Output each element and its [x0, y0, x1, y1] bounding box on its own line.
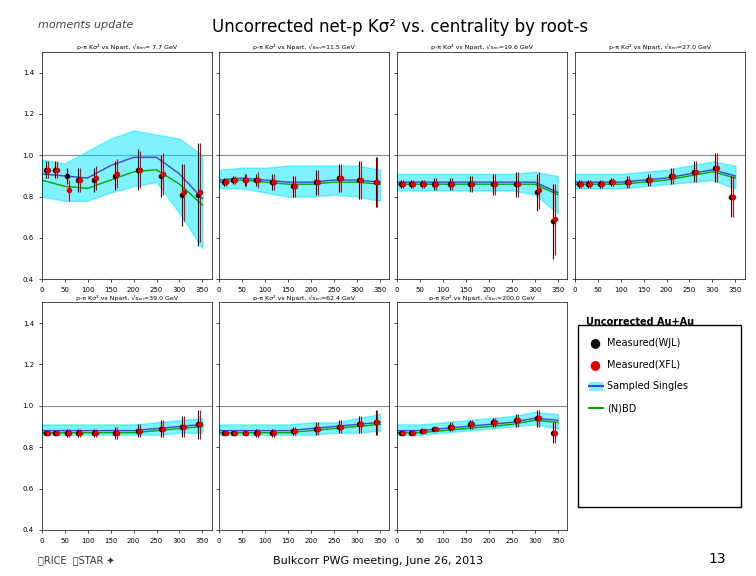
Text: 🌾RICE  ⭐STAR ✦: 🌾RICE ⭐STAR ✦: [38, 556, 114, 566]
Title: p-π Kσ² vs Npart, √sₙₙ=62.4 GeV: p-π Kσ² vs Npart, √sₙₙ=62.4 GeV: [253, 294, 355, 301]
Title: p-π Kσ² vs Npart, √sₙₙ=19.6 GeV: p-π Kσ² vs Npart, √sₙₙ=19.6 GeV: [431, 44, 533, 50]
Text: Uncorrected Au+Au: Uncorrected Au+Au: [586, 317, 694, 327]
Text: Sampled Singles: Sampled Singles: [607, 381, 688, 392]
Title: p-π Kσ² vs Npart, √sₙₙ=39.0 GeV: p-π Kσ² vs Npart, √sₙₙ=39.0 GeV: [76, 294, 178, 301]
Title: p-π Kσ² vs Npart, √sₙₙ=27.0 GeV: p-π Kσ² vs Npart, √sₙₙ=27.0 GeV: [609, 44, 711, 50]
Title: p-π Kσ² vs Npart, √sₙₙ=11.5 GeV: p-π Kσ² vs Npart, √sₙₙ=11.5 GeV: [253, 44, 355, 50]
Text: Bulkcorr PWG meeting, June 26, 2013: Bulkcorr PWG meeting, June 26, 2013: [273, 556, 483, 566]
Text: 13: 13: [708, 552, 726, 566]
Text: ●: ●: [590, 336, 600, 349]
Text: Measured(XFL): Measured(XFL): [607, 359, 680, 370]
Text: moments update: moments update: [38, 20, 133, 30]
Text: ●: ●: [590, 358, 600, 371]
Title: p-π Kσ² vs Npart, √sₙₙ= 7.7 GeV: p-π Kσ² vs Npart, √sₙₙ= 7.7 GeV: [76, 44, 177, 50]
Text: Uncorrected net-p Kσ² vs. centrality by root-s: Uncorrected net-p Kσ² vs. centrality by …: [212, 18, 588, 36]
Text: (N)BD: (N)BD: [607, 403, 637, 414]
Title: p-π Kσ² vs Npart, √sₙₙ=200.0 GeV: p-π Kσ² vs Npart, √sₙₙ=200.0 GeV: [429, 294, 534, 301]
Text: Measured(WJL): Measured(WJL): [607, 338, 680, 348]
